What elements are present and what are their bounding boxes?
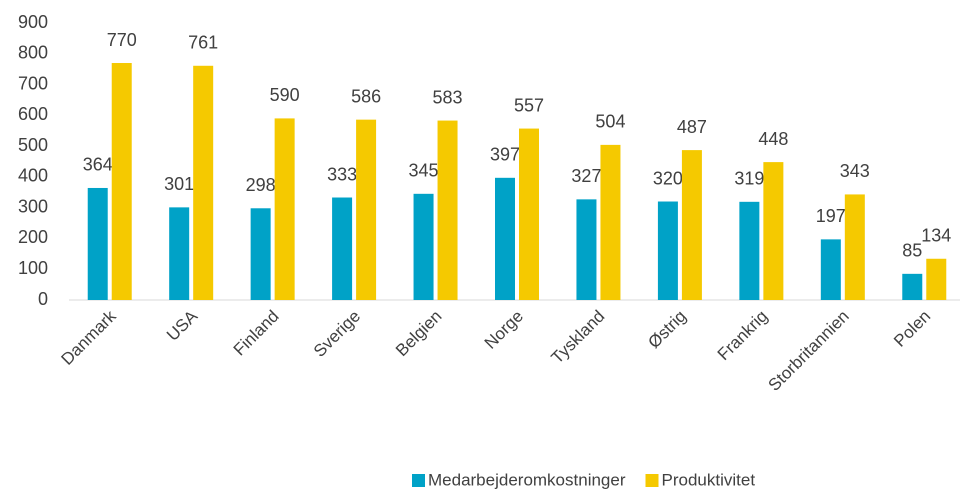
y-tick-label: 100 bbox=[18, 258, 48, 278]
data-label: 487 bbox=[677, 117, 707, 137]
bar bbox=[111, 63, 132, 301]
y-tick-label: 200 bbox=[18, 227, 48, 247]
data-label: 85 bbox=[902, 241, 922, 261]
x-tick-label: Sverige bbox=[310, 307, 364, 361]
bar bbox=[576, 199, 597, 300]
x-tick-label: Østrig bbox=[644, 307, 689, 352]
bar bbox=[926, 258, 947, 300]
bar bbox=[437, 120, 458, 300]
x-tick-label: Finland bbox=[230, 307, 283, 360]
data-label: 590 bbox=[270, 85, 300, 105]
bar bbox=[274, 118, 295, 301]
data-label: 298 bbox=[246, 175, 276, 195]
y-tick-label: 400 bbox=[18, 166, 48, 186]
data-label: 301 bbox=[164, 174, 194, 194]
y-tick-label: 300 bbox=[18, 196, 48, 216]
bar bbox=[87, 187, 108, 300]
x-tick-label: Polen bbox=[890, 307, 934, 351]
x-tick-label: Norge bbox=[481, 307, 527, 353]
data-label: 134 bbox=[921, 226, 951, 246]
data-label: 345 bbox=[409, 161, 439, 181]
data-label: 197 bbox=[816, 206, 846, 226]
legend-swatch bbox=[412, 474, 425, 487]
data-label: 320 bbox=[653, 168, 683, 188]
y-tick-label: 500 bbox=[18, 135, 48, 155]
bar bbox=[356, 119, 377, 301]
bar bbox=[657, 201, 678, 300]
data-label: 343 bbox=[840, 161, 870, 181]
y-tick-label: 600 bbox=[18, 104, 48, 124]
bar bbox=[413, 193, 434, 300]
x-tick-label: Tyskland bbox=[548, 307, 609, 368]
x-tick-label: USA bbox=[163, 306, 202, 345]
data-label: 586 bbox=[351, 86, 381, 106]
bar bbox=[332, 197, 353, 300]
bar bbox=[495, 177, 515, 300]
bar bbox=[763, 162, 784, 300]
bar bbox=[902, 273, 923, 300]
bar bbox=[519, 128, 539, 300]
data-label: 448 bbox=[758, 129, 788, 149]
legend-label: Medarbejderomkostninger bbox=[428, 470, 626, 489]
bar bbox=[820, 239, 841, 300]
x-tick-label: Belgien bbox=[392, 307, 446, 361]
bar bbox=[844, 194, 865, 300]
data-label: 770 bbox=[107, 30, 137, 50]
bar bbox=[739, 201, 760, 300]
y-tick-label: 900 bbox=[18, 12, 48, 32]
bar bbox=[250, 208, 271, 300]
bar bbox=[600, 144, 621, 300]
x-tick-label: Danmark bbox=[58, 306, 121, 369]
data-label: 319 bbox=[734, 169, 764, 189]
y-tick-label: 700 bbox=[18, 73, 48, 93]
data-label: 364 bbox=[83, 155, 113, 175]
data-label: 583 bbox=[433, 87, 463, 107]
legend-label: Produktivitet bbox=[662, 470, 756, 489]
y-tick-label: 800 bbox=[18, 43, 48, 63]
bar bbox=[681, 150, 702, 300]
legend-swatch bbox=[645, 474, 659, 487]
x-tick-label: Frankrig bbox=[714, 307, 772, 365]
x-tick-label: Storbritannien bbox=[765, 307, 853, 395]
bar bbox=[169, 207, 190, 300]
data-label: 504 bbox=[595, 112, 625, 132]
data-label: 333 bbox=[327, 164, 357, 184]
y-tick-label: 0 bbox=[38, 289, 48, 309]
bar bbox=[193, 65, 214, 300]
data-label: 327 bbox=[571, 166, 601, 186]
data-label: 761 bbox=[188, 33, 218, 53]
data-label: 557 bbox=[514, 95, 544, 115]
data-label: 397 bbox=[490, 145, 520, 165]
